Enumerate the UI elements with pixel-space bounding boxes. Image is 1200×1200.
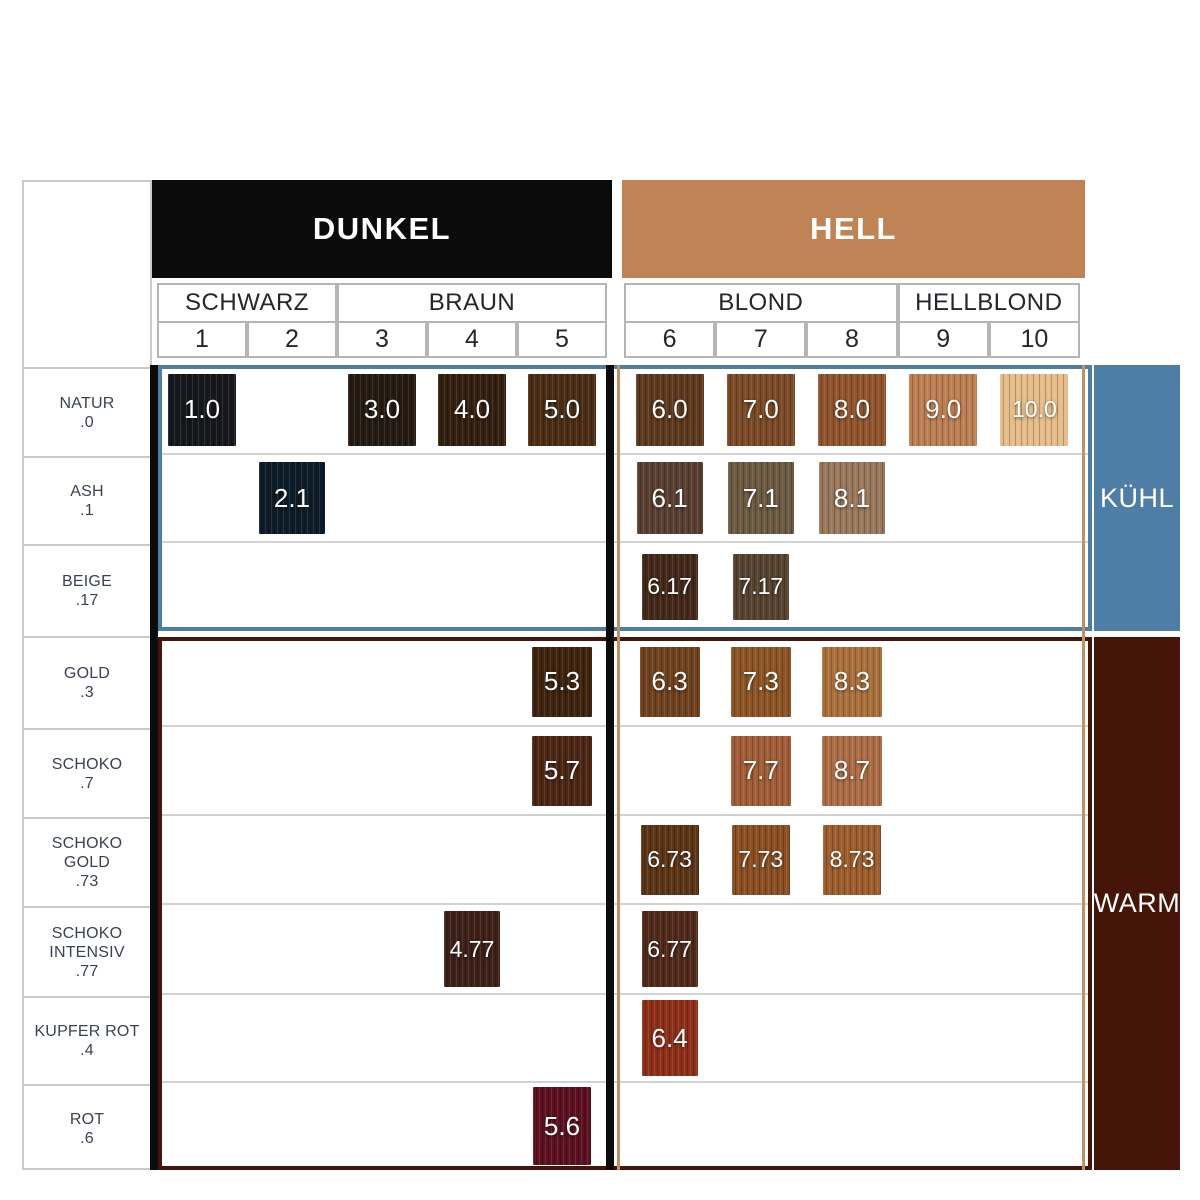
column-number-cell: 3 <box>337 321 427 358</box>
row-label-name-line: BEIGE <box>62 573 112 590</box>
shade-swatch: 10.0 <box>1000 373 1069 446</box>
row-label-name-line: GOLD <box>63 665 111 682</box>
row-separator <box>158 453 1088 455</box>
shade-swatch: 6.1 <box>636 462 703 534</box>
row-label-code: .1 <box>80 502 94 519</box>
dark-section-left-border <box>150 365 158 1170</box>
light-section-header: HELL <box>622 180 1085 278</box>
shade-swatch: 8.73 <box>823 824 881 895</box>
shade-swatch: 7.3 <box>730 646 791 717</box>
column-number-cell: 10 <box>988 321 1080 358</box>
row-label: ASH .1 <box>24 456 150 544</box>
row-label-name-line: SCHOKO <box>51 924 123 942</box>
row-separator <box>158 903 1088 905</box>
shade-swatch: 5.7 <box>532 735 592 806</box>
shade-swatch: 5.0 <box>528 373 596 446</box>
light-section-left-border <box>617 365 620 1170</box>
row-label-column: NATUR .0 ASH .1 BEIGE .17 GOLD .3 SCHOKO .7 SCHOKO… <box>22 180 152 1170</box>
column-number-cell: 1 <box>157 321 247 358</box>
cool-group-outline <box>158 365 1092 631</box>
light-section-title: HELL <box>810 211 897 246</box>
family-group-cell: BRAUN <box>337 283 607 323</box>
row-label-code: .7 <box>80 774 94 792</box>
dark-section-right-border <box>606 365 614 1170</box>
shade-swatch: 7.1 <box>727 462 794 534</box>
shade-swatch: 2.1 <box>259 462 325 534</box>
row-label: GOLD .3 <box>24 636 150 728</box>
row-separator <box>158 1081 1088 1083</box>
row-label-name-line: INTENSIV <box>49 943 125 961</box>
column-number-cell: 8 <box>806 321 898 358</box>
shade-swatch: 6.17 <box>641 553 698 620</box>
row-separator <box>158 541 1088 543</box>
row-label-code: .3 <box>80 684 94 701</box>
row-label: KUPFER ROT .4 <box>24 996 150 1084</box>
row-label: SCHOKO GOLD .73 <box>24 817 150 906</box>
shade-swatch: 7.73 <box>731 824 790 895</box>
column-number-cell: 7 <box>715 321 807 358</box>
shade-swatch: 3.0 <box>348 373 416 446</box>
shade-swatch: 4.77 <box>444 911 500 987</box>
shade-swatch: 7.17 <box>732 553 789 620</box>
row-separator <box>158 993 1088 995</box>
column-number-cell: 6 <box>624 321 716 358</box>
column-number-cell: 4 <box>427 321 517 358</box>
family-group-cell: BLOND <box>624 283 898 323</box>
row-label: NATUR .0 <box>24 367 150 456</box>
column-number-cell: 2 <box>247 321 337 358</box>
light-section-right-border <box>1082 365 1085 1170</box>
row-label-code: .73 <box>75 873 99 890</box>
shade-swatch: 6.73 <box>640 824 699 895</box>
column-number-cell: 5 <box>517 321 607 358</box>
cool-tone-label: KÜHL <box>1099 482 1175 513</box>
family-group-cell: HELLBLOND <box>897 283 1080 323</box>
dark-section-title: DUNKEL <box>312 211 452 246</box>
row-label: SCHOKO .7 <box>24 728 150 817</box>
shade-swatch: 5.6 <box>533 1087 591 1165</box>
row-label-name-line: SCHOKO <box>51 835 123 852</box>
shade-swatch: 1.0 <box>168 373 236 446</box>
row-label-code: .17 <box>75 592 99 609</box>
row-label-name-line: GOLD <box>63 854 111 871</box>
family-group-cell: SCHWARZ <box>157 283 337 323</box>
warm-group-outline <box>158 637 1092 1170</box>
shade-swatch: 4.0 <box>438 373 506 446</box>
column-number-cell: 9 <box>897 321 989 358</box>
shade-swatch: 8.7 <box>822 735 882 806</box>
shade-swatch: 8.0 <box>818 373 886 446</box>
shade-swatch: 8.1 <box>819 462 885 534</box>
shade-swatch: 6.0 <box>635 373 704 446</box>
warm-tone-label: WARM <box>1093 888 1181 918</box>
shade-swatch: 9.0 <box>909 373 978 446</box>
row-label-name-line: ASH <box>70 483 104 500</box>
row-label: SCHOKO INTENSIV .77 <box>24 906 150 996</box>
row-label-name-line: KUPFER ROT <box>34 1023 140 1040</box>
row-label-name-line: SCHOKO <box>51 755 123 773</box>
row-separator <box>158 725 1088 727</box>
dark-section-header: DUNKEL <box>152 180 612 278</box>
row-label-spacer <box>24 182 150 367</box>
shade-swatch: 6.77 <box>641 911 698 987</box>
row-label-code: .0 <box>80 413 94 431</box>
shade-swatch: 6.4 <box>641 1000 698 1076</box>
warm-tone-panel: WARM <box>1094 637 1180 1170</box>
row-label-code: .6 <box>80 1130 94 1147</box>
row-separator <box>158 814 1088 816</box>
row-label-name-line: NATUR <box>59 394 115 412</box>
shade-swatch: 6.3 <box>639 646 700 717</box>
shade-swatch: 8.3 <box>822 646 882 717</box>
shade-swatch: 7.0 <box>726 373 795 446</box>
row-label: ROT .6 <box>24 1084 150 1172</box>
shade-swatch: 7.7 <box>730 735 791 806</box>
shade-swatch: 5.3 <box>532 646 592 717</box>
cool-tone-panel: KÜHL <box>1094 365 1180 631</box>
row-label-name-line: ROT <box>69 1111 105 1128</box>
row-label-code: .77 <box>75 962 99 980</box>
row-label-code: .4 <box>80 1042 94 1059</box>
row-label: BEIGE .17 <box>24 544 150 636</box>
